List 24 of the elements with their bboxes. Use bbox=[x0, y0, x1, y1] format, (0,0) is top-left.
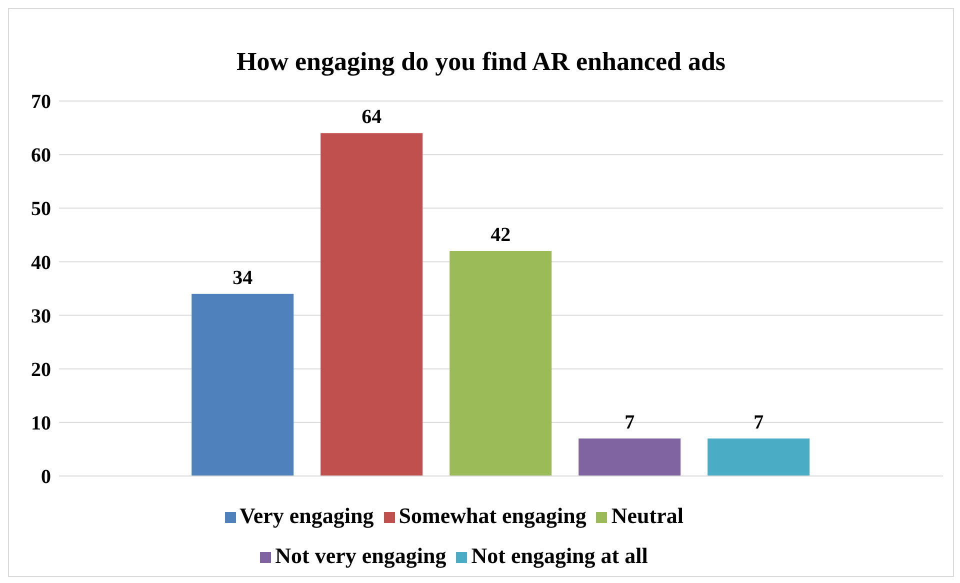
y-tick-label: 30 bbox=[31, 305, 51, 328]
legend-label: Not very engaging bbox=[275, 543, 446, 568]
legend-label: Not engaging at all bbox=[471, 543, 648, 568]
y-tick-label: 60 bbox=[31, 144, 51, 167]
y-tick-label: 70 bbox=[31, 91, 51, 114]
y-tick-label: 0 bbox=[41, 466, 51, 488]
chart-title: How engaging do you find AR enhanced ads bbox=[235, 47, 727, 77]
data-label: 7 bbox=[754, 412, 764, 434]
data-label: 34 bbox=[232, 266, 253, 289]
bar bbox=[450, 251, 552, 476]
y-tick-label: 20 bbox=[31, 358, 51, 381]
data-label: 42 bbox=[490, 224, 511, 246]
data-label: 64 bbox=[362, 106, 382, 128]
legend-label: Very engaging bbox=[240, 503, 374, 528]
legend-label: Somewhat engaging bbox=[398, 503, 586, 528]
bar bbox=[708, 438, 810, 476]
legend-label: Neutral bbox=[611, 503, 684, 528]
y-tick-label: 50 bbox=[31, 198, 51, 220]
bar bbox=[192, 294, 294, 476]
data-label: 7 bbox=[624, 412, 635, 434]
y-tick-label: 40 bbox=[31, 252, 51, 274]
y-tick-label: 10 bbox=[31, 412, 51, 435]
bar bbox=[578, 438, 681, 476]
bar bbox=[320, 133, 423, 476]
